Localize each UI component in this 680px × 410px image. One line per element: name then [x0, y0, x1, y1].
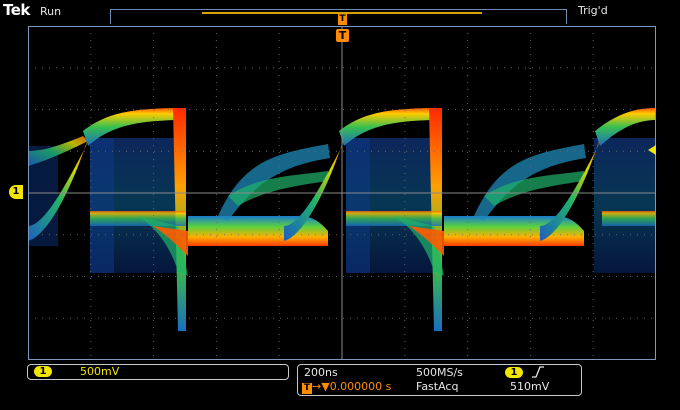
- horizontal-readout[interactable]: 200ns 500MS/s 1 T →▼0.000000 s FastAcq 51…: [297, 364, 582, 396]
- trigger-level: 510mV: [510, 380, 550, 393]
- trigger-source-badge: 1: [505, 367, 523, 378]
- trigger-t-icon: T: [302, 383, 312, 394]
- channel-1-ground-marker[interactable]: 1: [9, 185, 23, 199]
- run-state: Run: [40, 5, 62, 18]
- waveform-period-2: [284, 108, 586, 331]
- persistence-noise: [28, 138, 656, 273]
- readout-bar: 1 500mV 200ns 500MS/s 1 T →▼0.000000 s Fa…: [0, 360, 680, 410]
- trigger-position-icon[interactable]: T: [336, 29, 349, 42]
- arrow-right-icon: →▼: [312, 380, 330, 393]
- horizontal-position: T →▼0.000000 s: [302, 380, 391, 394]
- time-per-div: 200ns: [304, 366, 338, 379]
- horizontal-position-value: 0.000000 s: [329, 380, 392, 393]
- acquisition-mode: FastAcq: [416, 380, 459, 393]
- brand-logo: Tek: [3, 1, 30, 19]
- record-window-indicator: [202, 12, 482, 14]
- trigger-level-arrow-icon[interactable]: [648, 145, 656, 155]
- sample-rate: 500MS/s: [416, 366, 463, 379]
- center-axes: [28, 26, 656, 360]
- waveform-graticule: [28, 26, 656, 360]
- rising-edge-icon: [532, 366, 544, 378]
- graticule-border: [28, 26, 656, 360]
- status-bar: Tek Run T Trig'd: [0, 0, 680, 26]
- waveform-period-1: [28, 108, 330, 331]
- channel-1-badge: 1: [34, 366, 52, 377]
- waveform-display: [28, 26, 656, 360]
- waveform-period-3: [540, 108, 656, 241]
- record-view-bar: [110, 9, 567, 24]
- channel-1-readout[interactable]: 1 500mV: [27, 364, 289, 380]
- trigger-state: Trig'd: [578, 4, 608, 17]
- channel-1-scale: 500mV: [80, 365, 120, 378]
- trigger-position-small-icon: T: [338, 14, 347, 25]
